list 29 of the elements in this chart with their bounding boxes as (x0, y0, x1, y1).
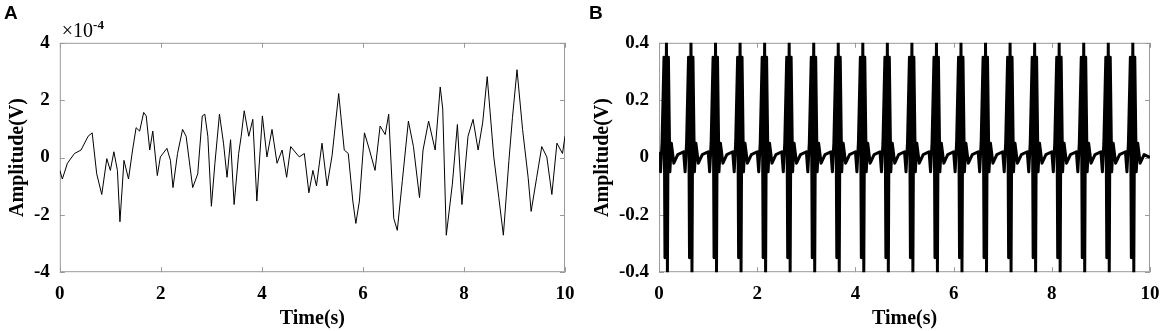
x-axis-title: Time(s) (871, 306, 938, 330)
x-tick-label: 0 (654, 281, 664, 303)
y-tick-label: -0.4 (619, 260, 650, 282)
y-tick-label: 0.2 (625, 88, 650, 110)
y-tick-label: -2 (34, 202, 50, 224)
y-tick-label: 0 (40, 145, 50, 167)
y-tick-label: 0.4 (625, 30, 650, 52)
x-tick-label: 8 (459, 281, 469, 303)
y-tick-label: -0.2 (619, 202, 650, 224)
chart-title: B (589, 1, 603, 23)
x-tick-label: 0 (55, 281, 65, 303)
x-tick-label: 6 (358, 281, 368, 303)
x-tick-label: 2 (752, 281, 763, 303)
y-tick-label: 2 (40, 88, 50, 110)
x-axis-title: Time(s) (279, 306, 346, 330)
y-tick-label: -4 (34, 260, 51, 282)
y-tick-label: 4 (40, 30, 51, 52)
x-tick-label: 4 (257, 281, 268, 303)
x-tick-label: 10 (1140, 281, 1160, 303)
text: ×10$^{-4}$ (61, 16, 104, 42)
x-tick-label: 4 (850, 281, 861, 303)
y-tick-label: 0 (639, 145, 650, 167)
x-tick-label: 6 (948, 281, 959, 303)
y-axis-title: Amplitude(V) (5, 98, 29, 217)
x-tick-label: 2 (156, 281, 166, 303)
x-tick-label: 8 (1047, 281, 1057, 303)
y-axis-title: Amplitude(V) (590, 98, 614, 217)
chart-title: A (4, 1, 18, 23)
x-tick-label: 10 (555, 281, 575, 303)
